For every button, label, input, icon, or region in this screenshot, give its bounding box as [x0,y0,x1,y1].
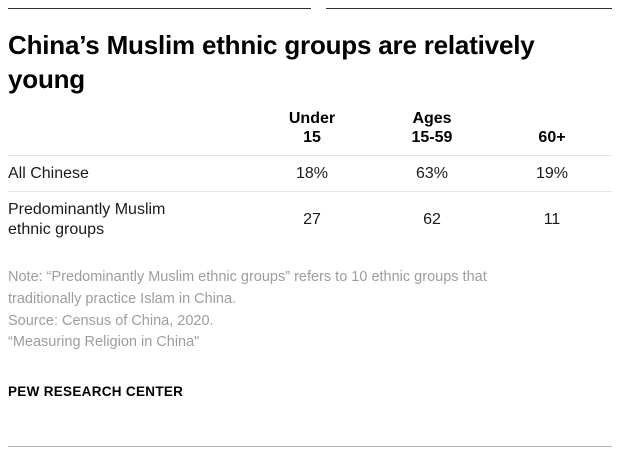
table-row-muslim-ethnic-groups: Predominantly Muslim ethnic groups 27 62… [8,191,612,248]
column-header-60-plus: 60+ [492,109,612,156]
cell-ages-15-59: 63% [372,154,492,192]
note-text: Note: “Predominantly Muslim ethnic group… [8,269,487,307]
row-label: All Chinese [8,164,89,182]
table-row-all-chinese: All Chinese 18% 63% 19% [8,154,612,192]
row-label: Predominantly Muslim ethnic groups [8,201,166,238]
column-header-label: Ages 15-59 [411,109,453,147]
top-rule [8,8,612,9]
cell-under-15: 27 [252,191,372,248]
empty-header-cell [8,109,252,156]
cell-under-15: 18% [252,154,372,192]
column-header-under-15: Under 15 [252,109,372,156]
top-rule-left-segment [8,8,311,9]
bottom-rule [8,446,612,447]
cell-60-plus: 19% [492,154,612,192]
cell-60-plus: 11 [492,191,612,248]
age-distribution-table: Under 15 Ages 15-59 60+ All Chinese 18% … [8,109,612,248]
cell-ages-15-59: 62 [372,191,492,248]
chart-card: China’s Muslim ethnic groups are relativ… [8,8,612,400]
column-header-ages-15-59: Ages 15-59 [372,109,492,156]
row-label-cell: All Chinese [8,154,252,192]
column-header-label: 60+ [538,129,566,147]
source-text: Source: Census of China, 2020. [8,312,214,329]
row-label-cell: Predominantly Muslim ethnic groups [8,191,252,248]
notes-block: Note: “Predominantly Muslim ethnic group… [8,267,488,354]
header-row: Under 15 Ages 15-59 60+ [8,109,612,156]
top-rule-right-segment [326,8,612,9]
column-header-label: Under 15 [288,109,336,147]
chart-title: China’s Muslim ethnic groups are relativ… [8,30,535,94]
report-title-text: “Measuring Religion in China" [8,334,200,351]
pew-research-center-wordmark: PEW RESEARCH CENTER [8,384,184,400]
